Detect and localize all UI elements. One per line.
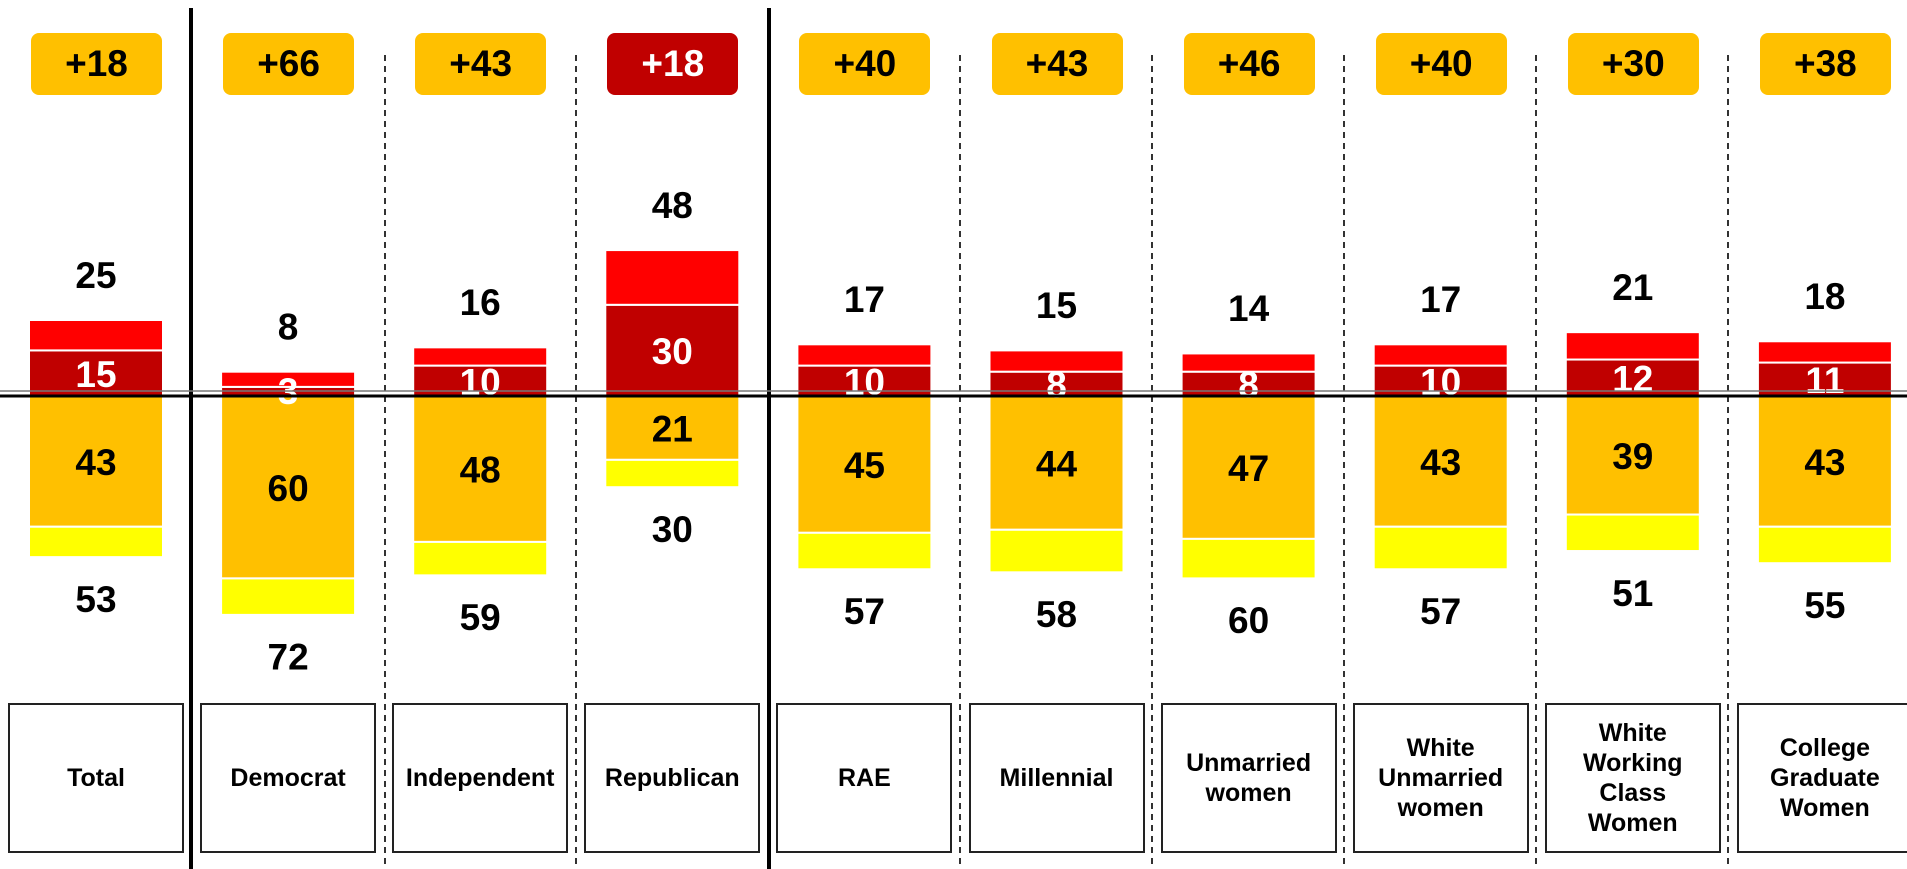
top-total-label: 21 xyxy=(1612,267,1653,308)
bar-bottom-soft xyxy=(1372,525,1509,571)
net-badge: +46 xyxy=(1183,33,1315,95)
bar-bottom-soft xyxy=(604,458,741,489)
bottom-strong-label: 44 xyxy=(1036,444,1078,485)
bottom-total-label: 30 xyxy=(652,509,693,550)
top-strong-label: 11 xyxy=(1805,360,1844,401)
bar-bottom-strong xyxy=(796,395,933,534)
net-badge: +30 xyxy=(1567,33,1699,95)
category-label: Millennial xyxy=(968,703,1145,853)
top-total-label: 25 xyxy=(75,255,116,296)
bar-bottom-strong xyxy=(1564,395,1701,516)
bar-bottom-strong xyxy=(28,395,164,528)
bar-bottom-soft xyxy=(796,531,933,571)
net-badge: +43 xyxy=(991,33,1123,95)
category-label: Independent xyxy=(392,703,569,853)
bar-top-soft xyxy=(412,346,549,367)
bottom-strong-label: 43 xyxy=(1804,442,1845,483)
bottom-total-label: 59 xyxy=(460,597,501,638)
bar-top-soft xyxy=(1564,331,1701,361)
category-label: Total xyxy=(8,703,184,853)
bottom-total-label: 57 xyxy=(844,591,885,632)
top-total-label: 16 xyxy=(460,282,501,323)
bottom-strong-label: 21 xyxy=(652,409,693,450)
category-label: Democrat xyxy=(200,703,377,853)
category-label: RAE xyxy=(776,703,953,853)
bar-bottom-strong xyxy=(1756,395,1893,528)
bar-bottom-soft xyxy=(1756,525,1893,565)
top-total-label: 15 xyxy=(1036,285,1077,326)
bar-bottom-strong xyxy=(604,395,741,461)
top-strong-label: 12 xyxy=(1612,359,1653,400)
net-badge: +40 xyxy=(799,33,931,95)
bottom-strong-label: 47 xyxy=(1228,448,1269,489)
bottom-total-label: 58 xyxy=(1036,594,1077,635)
bottom-strong-label: 43 xyxy=(75,442,116,483)
top-strong-label: 30 xyxy=(652,331,693,372)
top-total-label: 17 xyxy=(1420,279,1461,320)
bottom-strong-label: 60 xyxy=(268,468,309,509)
top-total-label: 18 xyxy=(1804,276,1845,317)
bar-top-soft xyxy=(1180,352,1317,373)
bar-bottom-soft xyxy=(988,528,1125,574)
bottom-strong-label: 48 xyxy=(460,450,501,491)
top-total-label: 8 xyxy=(278,306,299,347)
bar-top-soft xyxy=(1372,343,1509,367)
top-total-label: 14 xyxy=(1228,288,1270,329)
bottom-total-label: 51 xyxy=(1612,573,1653,614)
category-label: White Unmarried women xyxy=(1352,703,1529,853)
bar-bottom-strong xyxy=(988,395,1125,531)
bar-top-soft xyxy=(988,349,1125,373)
top-total-label: 17 xyxy=(844,279,885,320)
net-badge: +38 xyxy=(1759,33,1891,95)
bar-top-strong xyxy=(604,303,741,397)
bar-top-soft xyxy=(1756,340,1893,364)
net-badge: +66 xyxy=(223,33,355,95)
bottom-total-label: 72 xyxy=(268,637,309,678)
top-strong-label: 8 xyxy=(1046,365,1067,406)
bottom-total-label: 53 xyxy=(75,579,116,620)
category-label: Unmarried women xyxy=(1160,703,1337,853)
net-badge: +18 xyxy=(31,33,162,95)
bottom-strong-label: 43 xyxy=(1420,442,1461,483)
bar-bottom-soft xyxy=(1180,537,1317,580)
bottom-strong-label: 39 xyxy=(1612,436,1653,477)
bar-top-strong xyxy=(1564,358,1701,397)
category-label: White Working Class Women xyxy=(1544,703,1721,853)
net-badge: +43 xyxy=(415,33,547,95)
bottom-strong-label: 45 xyxy=(844,445,885,486)
bar-bottom-soft xyxy=(28,525,164,559)
bar-bottom-soft xyxy=(220,577,357,616)
net-badge: +40 xyxy=(1375,33,1507,95)
bar-bottom-soft xyxy=(412,540,549,577)
bar-top-soft xyxy=(796,343,933,367)
bar-top-strong xyxy=(28,349,164,397)
category-label: College Graduate Women xyxy=(1736,703,1907,853)
category-label: Republican xyxy=(584,703,761,853)
bar-top-soft xyxy=(220,370,357,388)
top-strong-label: 8 xyxy=(1238,365,1259,406)
top-total-label: 48 xyxy=(652,185,693,226)
bottom-total-label: 60 xyxy=(1228,600,1269,641)
bar-bottom-strong xyxy=(1372,395,1509,528)
bottom-total-label: 55 xyxy=(1804,585,1845,626)
net-badge: +18 xyxy=(607,33,739,95)
bar-top-soft xyxy=(28,319,164,352)
bar-bottom-soft xyxy=(1564,513,1701,553)
bar-top-strong xyxy=(1180,370,1317,397)
bottom-total-label: 57 xyxy=(1420,591,1461,632)
bar-top-soft xyxy=(604,249,741,306)
top-strong-label: 15 xyxy=(75,354,116,395)
